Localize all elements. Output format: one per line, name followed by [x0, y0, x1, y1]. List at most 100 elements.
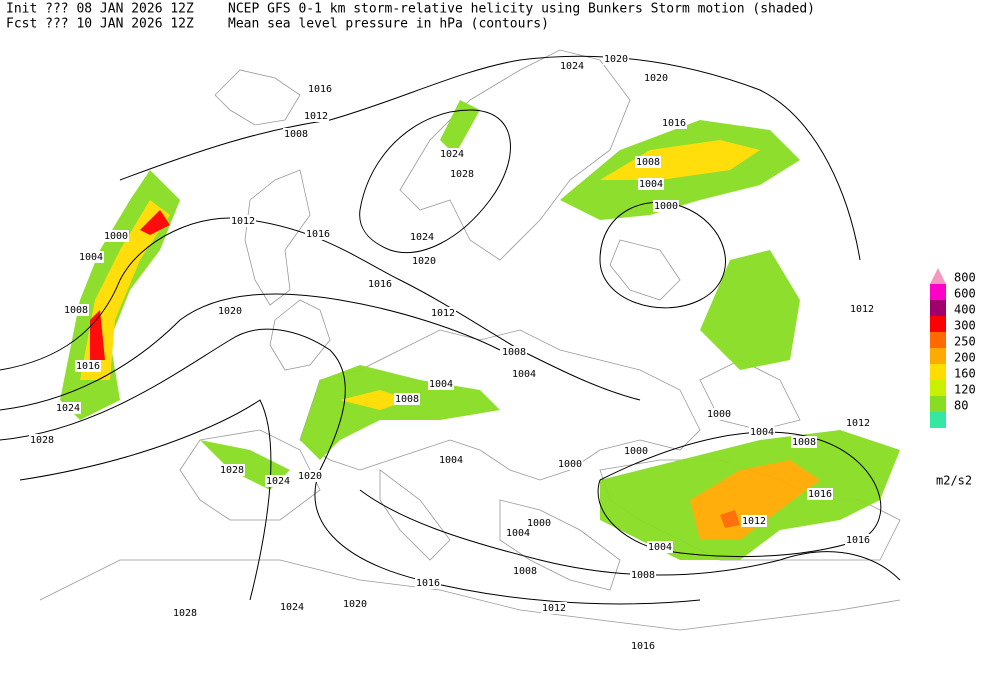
label-background [849, 303, 875, 315]
legend-label: 120 [954, 383, 976, 397]
contour-label: 1020 [412, 256, 436, 267]
legend-label: 80 [954, 399, 968, 413]
legend-label: 200 [954, 351, 976, 365]
contour-label: 1020 [604, 54, 628, 65]
legend-swatch [930, 380, 946, 396]
label-background [63, 304, 89, 316]
label-background [219, 464, 245, 476]
contour-label: 1004 [639, 179, 663, 190]
label-background [307, 83, 333, 95]
label-background [741, 515, 767, 527]
label-background [438, 454, 464, 466]
label-background [217, 305, 243, 317]
contour-label: 1016 [808, 489, 832, 500]
label-background [342, 598, 368, 610]
contour-label: 1012 [431, 308, 455, 319]
label-background [367, 278, 393, 290]
contour-label: 1016 [308, 84, 332, 95]
label-background [749, 426, 775, 438]
contour-label: 1016 [306, 229, 330, 240]
legend-swatch [930, 412, 946, 428]
contour-label: 1004 [750, 427, 774, 438]
contour-label: 1024 [56, 403, 80, 414]
legend-label: 250 [954, 335, 976, 349]
legend-label: 600 [954, 287, 976, 301]
contour-label: 1004 [439, 455, 463, 466]
contour-label: 1012 [231, 216, 255, 227]
contour-label: 1008 [395, 394, 419, 405]
contour-label: 1000 [527, 518, 551, 529]
contour-label: 1008 [636, 157, 660, 168]
label-background [845, 534, 871, 546]
label-background [845, 417, 871, 429]
label-background [172, 607, 198, 619]
contour-label: 1000 [558, 459, 582, 470]
legend-swatch [930, 284, 946, 300]
label-background [449, 168, 475, 180]
contour-label: 1024 [266, 476, 290, 487]
label-background [409, 231, 435, 243]
contour-label: 1012 [846, 418, 870, 429]
label-background [512, 565, 538, 577]
label-background [283, 128, 309, 140]
contour-label: 1004 [648, 542, 672, 553]
label-background [647, 541, 673, 553]
contour-label: 1008 [64, 305, 88, 316]
contour-label: 1000 [104, 231, 128, 242]
label-background [415, 577, 441, 589]
init-time: Init ??? 08 JAN 2026 12Z [6, 2, 194, 17]
legend-label: 800 [954, 271, 976, 285]
contour-label: 1016 [76, 361, 100, 372]
subtitle: Mean sea level pressure in hPa (contours… [228, 17, 549, 32]
label-background [526, 517, 552, 529]
label-background [706, 408, 732, 420]
label-background [394, 393, 420, 405]
contour-label: 1000 [654, 201, 678, 212]
contour-label: 1016 [662, 118, 686, 129]
contour-label: 1004 [506, 528, 530, 539]
label-background [411, 255, 437, 267]
contour-label: 1000 [707, 409, 731, 420]
contour-label: 1028 [220, 465, 244, 476]
contour-label: 1008 [792, 437, 816, 448]
legend-swatch [930, 364, 946, 380]
contour-label: 1012 [304, 111, 328, 122]
label-background [29, 434, 55, 446]
contour-label: 1024 [560, 61, 584, 72]
contour-label: 1012 [742, 516, 766, 527]
label-background [661, 117, 687, 129]
contour-label: 1004 [429, 379, 453, 390]
label-background [75, 360, 101, 372]
label-background [439, 148, 465, 160]
contour-label: 1024 [410, 232, 434, 243]
label-background [305, 228, 331, 240]
legend-label: 300 [954, 319, 976, 333]
contour-label: 1020 [343, 599, 367, 610]
label-background [630, 569, 656, 581]
contour-label: 1012 [850, 304, 874, 315]
label-background [279, 601, 305, 613]
contour-label: 1008 [513, 566, 537, 577]
contour-label: 1016 [846, 535, 870, 546]
label-background [635, 156, 661, 168]
label-background [623, 445, 649, 457]
label-background [303, 110, 329, 122]
contour-label: 1016 [416, 578, 440, 589]
label-background [505, 527, 531, 539]
label-background [103, 230, 129, 242]
label-background [430, 307, 456, 319]
contour-labels: 1016101210081012101610001004100810161024… [29, 53, 875, 652]
label-background [807, 488, 833, 500]
contour-label: 1008 [631, 570, 655, 581]
label-background [265, 475, 291, 487]
label-background [653, 200, 679, 212]
contour-label: 1024 [440, 149, 464, 160]
contour-label: 1012 [542, 603, 566, 614]
label-background [55, 402, 81, 414]
label-background [511, 368, 537, 380]
legend-swatch [930, 396, 946, 412]
label-background [638, 178, 664, 190]
legend-unit: m2/s2 [936, 474, 972, 488]
label-background [230, 215, 256, 227]
